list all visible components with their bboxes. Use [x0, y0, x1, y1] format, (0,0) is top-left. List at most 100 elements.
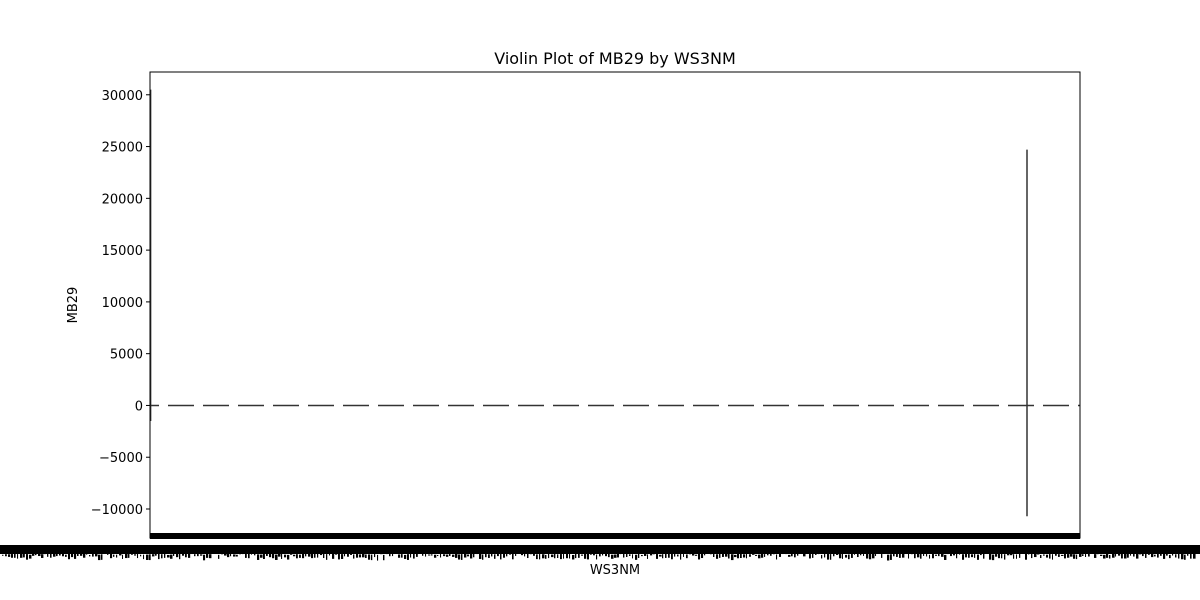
x-tick-label: [1118, 553, 1121, 556]
x-tick-label: [842, 553, 844, 559]
x-tick-label: [734, 554, 737, 558]
x-tick-label: [359, 554, 362, 558]
y-tick-label: −5000: [99, 451, 143, 466]
x-tick-label: [353, 554, 355, 559]
x-tick-label: [263, 553, 265, 559]
x-tick-label: [809, 554, 811, 559]
x-tick-label: [656, 554, 659, 559]
x-tick-label: [752, 553, 755, 555]
x-tick-label: [812, 552, 814, 558]
x-tick-label: [200, 554, 203, 556]
x-tick-label: [761, 552, 764, 558]
x-tick-label: [476, 552, 478, 555]
x-tick-label: [95, 552, 98, 557]
x-tick-label: [887, 554, 890, 561]
x-tick-label: [68, 553, 71, 560]
x-tick-label: [221, 552, 224, 555]
x-tick-label: [986, 552, 988, 554]
x-tick-label: [683, 553, 685, 557]
x-tick-label: [542, 554, 545, 559]
x-tick-label: [698, 554, 701, 560]
x-tick-label: [170, 554, 173, 559]
x-tick-label: [1157, 553, 1159, 558]
x-tick-label: [581, 554, 584, 556]
x-tick-label: [500, 553, 502, 560]
x-tick-label: [530, 552, 532, 555]
x-tick-label: [959, 552, 961, 555]
x-tick-label: [479, 553, 482, 559]
x-tick-label: [398, 554, 401, 558]
x-tick-label: [320, 552, 323, 556]
x-tick-label: [1031, 552, 1033, 559]
x-tick-label: [914, 553, 916, 559]
x-tick-label: [509, 553, 512, 555]
x-tick-label: [203, 554, 206, 561]
x-tick-label: [1145, 553, 1147, 558]
x-tick-label: [680, 553, 682, 560]
x-tick-label: [314, 552, 316, 558]
x-tick-label: [773, 553, 775, 555]
x-tick-label: [98, 554, 101, 561]
x-tick-label: [167, 554, 170, 558]
x-tick-label: [905, 552, 908, 554]
x-tick-label: [821, 554, 823, 559]
x-tick-label: [497, 553, 499, 557]
x-tick-label: [443, 554, 446, 557]
x-tick-label: [653, 552, 655, 555]
x-tick-label: [641, 554, 643, 557]
x-tick-label: [695, 554, 698, 556]
x-tick-label: [839, 554, 842, 559]
x-tick-label: [239, 552, 241, 555]
x-tick-label: [149, 554, 151, 561]
x-tick-label: [728, 553, 730, 559]
x-tick-label: [119, 552, 122, 556]
x-tick-label: [893, 552, 895, 557]
x-tick-label: [668, 553, 670, 558]
x-tick-label: [1106, 552, 1109, 558]
x-tick-label: [902, 553, 905, 558]
x-tick-label: [383, 554, 385, 561]
x-tick-label: [23, 552, 25, 558]
x-tick-label: [50, 552, 52, 558]
x-tick-label: [302, 552, 305, 559]
x-tick-label: [224, 553, 227, 556]
x-tick-label: [38, 552, 41, 557]
y-tick-label: 10000: [102, 296, 143, 311]
x-tick-label: [881, 554, 883, 558]
x-tick-label: [791, 552, 793, 557]
x-tick-label: [659, 554, 662, 557]
x-tick-label: [1037, 552, 1040, 555]
x-tick-label: [308, 552, 311, 557]
x-tick-label: [851, 553, 853, 558]
x-tick-label: [707, 552, 709, 554]
x-tick-label: [305, 553, 307, 557]
x-tick-label: [608, 553, 610, 558]
x-tick-label: [548, 552, 550, 559]
x-tick-label: [578, 553, 580, 558]
x-tick-label: [470, 553, 473, 559]
x-tick-label: [995, 554, 998, 557]
x-tick-label: [92, 552, 94, 557]
x-tick-label: [131, 552, 133, 555]
x-tick-label: [365, 554, 367, 558]
x-tick-label: [146, 554, 149, 560]
x-tick-label: [62, 553, 64, 557]
x-tick-label: [278, 553, 281, 557]
y-axis: −10000 −5000 0 5000 10000 15000 20000 25000 3000…: [91, 89, 150, 518]
x-tick-label: [968, 552, 970, 558]
x-tick-label: [392, 552, 394, 557]
x-tick-label: [674, 552, 676, 557]
x-tick-label: [56, 552, 58, 557]
x-tick-label: [923, 553, 925, 556]
x-tick-label: [626, 552, 628, 557]
x-tick-label: [1016, 554, 1018, 559]
x-tick-label: [836, 553, 839, 555]
x-tick-label: [86, 553, 88, 555]
x-tick-label: [59, 553, 61, 556]
y-tick-label: 20000: [102, 192, 143, 207]
x-tick-label: [1133, 553, 1135, 557]
x-tick-label: [272, 553, 275, 559]
x-tick-label: [590, 552, 592, 555]
